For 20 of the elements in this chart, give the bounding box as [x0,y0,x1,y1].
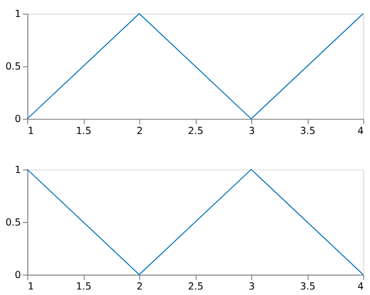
x-tick-label: 1 [28,126,34,137]
x-tick-label: 2.5 [188,126,204,137]
x-tick-label: 1 [28,282,34,293]
y-tick-label: 1 [14,9,21,20]
x-tick-label: 2 [136,126,143,137]
x-tick-label: 1.5 [76,126,92,137]
x-tick-label: 3.5 [300,126,316,137]
y-tick-label: 0 [14,114,21,126]
x-tick-label: 3 [248,126,255,137]
x-tick-label: 4 [357,126,364,137]
y-tick-label: 0.5 [5,62,21,73]
x-tick-label: 2.5 [188,282,204,293]
x-tick-label: 2 [136,282,143,293]
y-tick-label: 0.5 [5,217,21,228]
x-tick-label: 3 [248,282,255,293]
y-tick-label: 0 [14,270,21,282]
x-tick-label: 3.5 [300,282,316,293]
y-tick-label: 1 [14,164,21,176]
x-tick-label: 4 [357,282,364,293]
x-tick-label: 1.5 [76,282,92,293]
